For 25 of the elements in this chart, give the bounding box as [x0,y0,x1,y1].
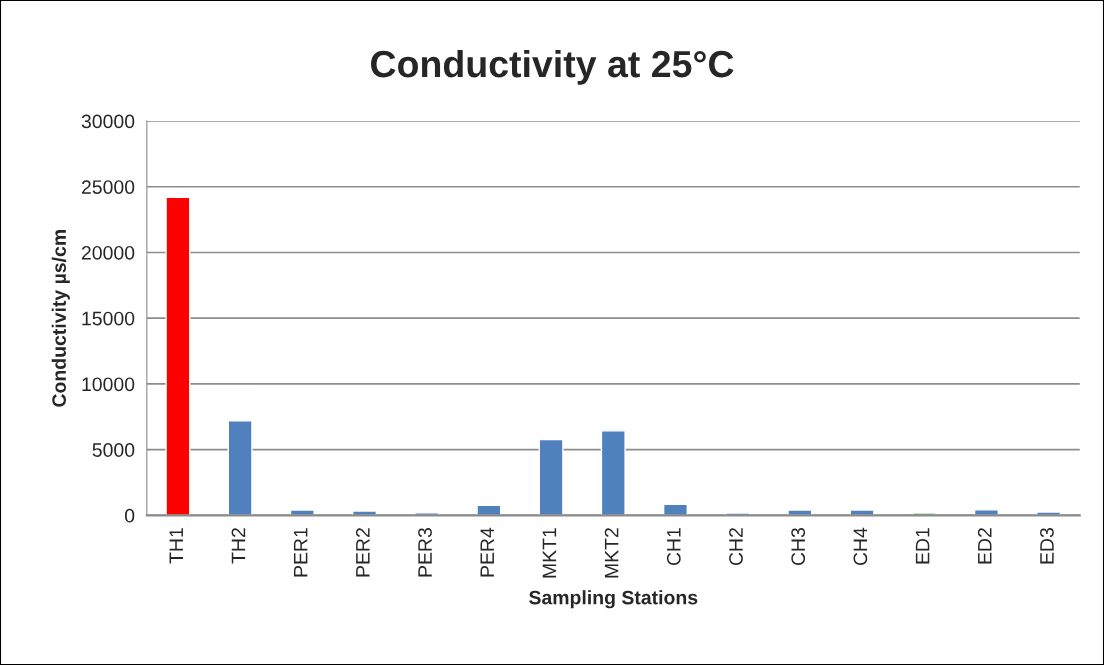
y-tick-label: 0 [124,508,135,523]
x-tick-label: PER4 [480,527,494,577]
y-tick-label: 30000 [81,114,135,129]
x-tick-label: PER1 [293,528,308,577]
x-tick-label: MKT1 [542,528,557,578]
x-axis-title: Sampling Stations [529,590,698,609]
x-tick-label: ED1 [915,528,930,564]
y-tick-label: 20000 [81,245,135,260]
x-tick-label: ED2 [977,528,992,564]
y-tick-label: 25000 [81,180,135,194]
x-tick-label: CH3 [791,528,806,566]
x-tick-label: CH4 [853,527,868,566]
x-tick-label: PER2 [355,528,370,577]
x-tick-label: CH1 [666,528,681,566]
x-tick-label: MKT2 [604,528,619,578]
y-tick-label: 15000 [82,311,135,326]
y-tick-label: 5000 [92,443,135,457]
y-axis-title: Conductivity µs/cm [51,230,70,407]
x-tick-label: PER3 [418,528,432,577]
x-tick-label: CH2 [729,528,743,566]
x-tick-label: TH1 [169,528,183,564]
chart-title: Conductivity at 25°C [371,49,734,85]
x-tick-label: TH2 [231,528,246,564]
y-tick-label: 10000 [82,377,135,392]
x-tick-label: ED3 [1040,528,1054,564]
